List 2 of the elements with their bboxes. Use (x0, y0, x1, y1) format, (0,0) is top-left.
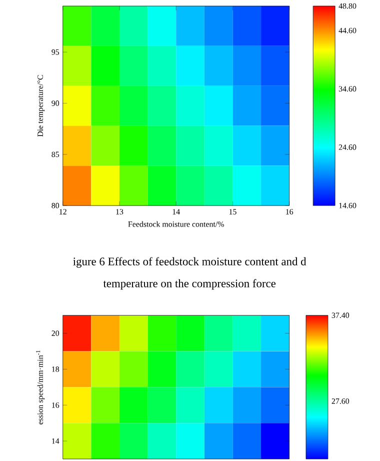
text: igure 6 Effects of feedstock moisture content and d (73, 257, 306, 268)
text: temperature on the compression force (103, 279, 276, 290)
